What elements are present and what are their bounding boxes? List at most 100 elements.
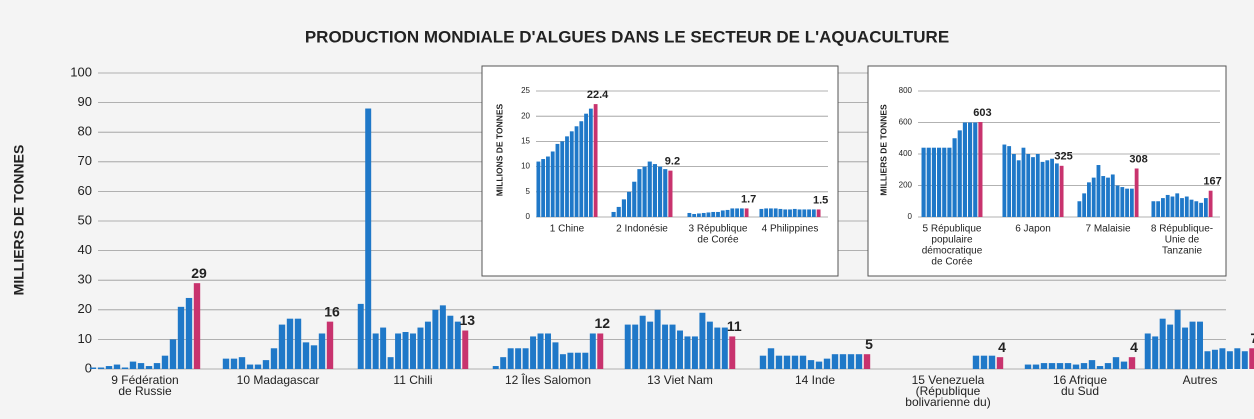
bar	[1161, 198, 1165, 217]
bar	[807, 209, 811, 217]
bar	[957, 130, 962, 217]
bar	[113, 364, 121, 369]
bar	[769, 208, 773, 217]
bar	[1249, 348, 1254, 369]
bar	[663, 169, 668, 217]
bar	[1026, 154, 1031, 217]
bar	[1199, 202, 1203, 217]
bar	[988, 355, 996, 369]
bar	[1012, 154, 1016, 217]
value-label: 4	[1130, 339, 1138, 355]
bar	[1040, 161, 1045, 217]
bar	[447, 315, 454, 369]
bar	[597, 333, 604, 369]
bar	[357, 303, 364, 369]
bar	[129, 361, 137, 369]
group-label: Autres	[1183, 373, 1218, 387]
bar	[1064, 363, 1072, 369]
y-tick-label: 0	[526, 212, 531, 221]
bar	[729, 336, 736, 369]
bar	[584, 113, 588, 217]
y-axis-label: MILLIERS DE TONNES	[11, 145, 27, 296]
group-label: 4 Philippines	[762, 224, 819, 235]
bar	[855, 354, 863, 369]
bar	[536, 161, 541, 217]
bar	[1189, 199, 1194, 217]
bar	[937, 147, 942, 217]
bar	[642, 166, 647, 217]
group-label: (République	[916, 384, 981, 398]
bar	[720, 210, 725, 217]
bar	[262, 360, 270, 369]
y-tick-label: 0	[85, 360, 92, 375]
value-label: 5	[865, 336, 873, 352]
bar	[193, 283, 201, 369]
bar	[1110, 174, 1115, 217]
group-label: bolivarienne du)	[905, 395, 990, 409]
bar	[1045, 160, 1050, 217]
bar	[931, 147, 936, 217]
group-label: 7 Malaisie	[1085, 224, 1130, 235]
bar	[582, 352, 589, 369]
value-label: 22.4	[587, 89, 609, 101]
bar	[697, 213, 701, 217]
bar	[1175, 193, 1180, 217]
y-tick-label: 600	[899, 118, 913, 127]
bar	[588, 108, 593, 217]
bar	[1241, 351, 1248, 369]
group-label: 6 Japon	[1015, 224, 1051, 235]
bar	[1170, 196, 1175, 217]
group-label: démocratique	[922, 246, 983, 257]
bar	[1016, 160, 1021, 217]
bar	[1159, 318, 1166, 369]
bar	[783, 355, 791, 369]
bar	[926, 147, 931, 217]
bar	[716, 211, 720, 217]
bar	[669, 324, 676, 369]
bar	[546, 156, 550, 217]
group-label: Unie de	[1165, 235, 1200, 246]
bar	[1054, 163, 1059, 217]
group-label: 3 République	[689, 224, 748, 235]
bar	[1152, 336, 1159, 369]
bar	[677, 330, 683, 369]
bar	[1007, 146, 1012, 217]
bar	[560, 141, 565, 217]
value-label: 29	[191, 265, 207, 281]
bar	[310, 345, 318, 369]
bar	[574, 126, 579, 217]
bar	[550, 151, 555, 217]
bar	[1087, 182, 1091, 217]
bar	[137, 363, 145, 369]
bar	[1088, 360, 1096, 369]
bar	[611, 211, 616, 217]
bar	[439, 305, 446, 369]
value-label: 308	[1129, 153, 1147, 165]
y-tick-label: 25	[521, 86, 530, 95]
bar	[699, 312, 706, 369]
bar	[1080, 363, 1088, 369]
y-tick-label: 10	[78, 331, 92, 346]
bar	[1048, 363, 1056, 369]
bar	[942, 147, 947, 217]
bar	[462, 330, 469, 369]
bar	[185, 297, 193, 369]
group-label: de Russie	[118, 384, 172, 398]
bar	[647, 161, 652, 217]
value-label: 7	[1250, 330, 1254, 346]
bar	[764, 208, 769, 217]
bar	[230, 358, 238, 369]
value-label: 11	[727, 318, 742, 334]
bar	[302, 342, 310, 369]
group-label: 12 Îles Salomon	[505, 372, 591, 387]
bar	[996, 357, 1004, 369]
group-label: 14 Inde	[795, 373, 835, 387]
bar	[105, 366, 113, 369]
y-tick-label: 70	[78, 153, 92, 168]
bar	[973, 122, 978, 217]
value-label: 325	[1054, 151, 1072, 163]
bar	[721, 327, 728, 369]
y-tick-label: 200	[899, 181, 913, 190]
bar	[318, 333, 326, 369]
bar	[632, 324, 639, 369]
